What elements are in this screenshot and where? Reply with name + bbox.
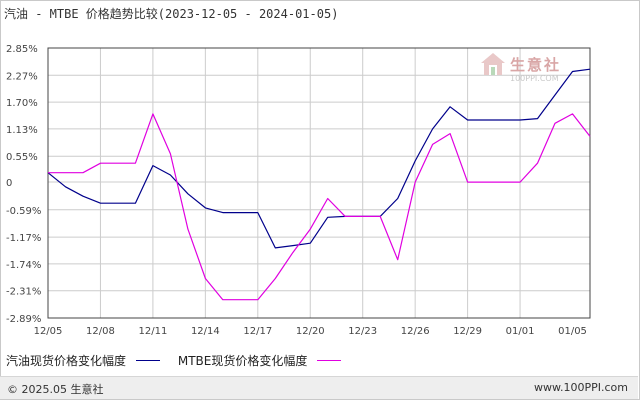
- legend-swatch-gasoline: [136, 360, 161, 361]
- y-tick-label: 0.55%: [6, 152, 38, 163]
- y-tick-label: 1.70%: [6, 98, 38, 109]
- chart-title: 汽油 - MTBE 价格趋势比较(2023-12-05 - 2024-01-05…: [4, 7, 339, 21]
- y-tick-label: -2.89%: [6, 314, 41, 325]
- x-tick-labels: 12/05 12/08 12/11 12/14 12/17 12/20 12/23 12/26…: [34, 326, 587, 337]
- x-tick-label: 01/01: [506, 326, 535, 337]
- site-link[interactable]: www.100PPI.com: [534, 381, 628, 394]
- x-tick-label: 12/14: [191, 326, 220, 337]
- series-line-mtbe: [48, 113, 591, 301]
- watermark-logo: 生意社 100PPI.COM: [480, 52, 562, 83]
- x-tick-label: 12/11: [138, 326, 167, 337]
- watermark-url: 100PPI.COM: [510, 74, 559, 83]
- y-tick-label: -2.31%: [6, 287, 41, 298]
- legend-item-mtbe: MTBE现货价格变化幅度: [168, 352, 342, 369]
- x-tick-label: 12/17: [243, 326, 272, 337]
- y-tick-label: 2.85%: [6, 44, 38, 55]
- y-tick-label: 2.27%: [6, 71, 38, 82]
- legend-label-gasoline: 汽油现货价格变化幅度: [6, 354, 127, 368]
- watermark-name: 生意社: [510, 55, 562, 74]
- grid-lines: [48, 48, 590, 318]
- house-logo-icon: [481, 53, 505, 75]
- x-tick-label: 12/26: [401, 326, 430, 337]
- y-tick-label: 0: [6, 178, 12, 189]
- x-tick-label: 01/05: [558, 326, 587, 337]
- footer-bar: © 2025.05 生意社 www.100PPI.com: [0, 376, 638, 399]
- legend-label-mtbe: MTBE现货价格变化幅度: [177, 354, 308, 368]
- legend-swatch-mtbe: [317, 360, 342, 361]
- y-tick-labels: 2.85% 2.27% 1.70% 1.13% 0.55% 0 -0.59% -1.17% -1…: [6, 44, 41, 325]
- series-line-gasoline: [47, 68, 591, 249]
- y-tick-label: 1.13%: [6, 125, 38, 136]
- y-tick-label: -1.74%: [6, 260, 41, 271]
- chart-legend: 汽油现货价格变化幅度 MTBE现货价格变化幅度: [6, 352, 345, 369]
- axes: [47, 47, 591, 319]
- series-lines: [47, 68, 591, 301]
- copyright-text: © 2025.05 生意社: [7, 383, 104, 396]
- y-tick-label: -0.59%: [6, 206, 41, 217]
- x-tick-label: 12/29: [453, 326, 482, 337]
- plot-border: [47, 47, 591, 319]
- x-tick-label: 12/08: [86, 326, 115, 337]
- legend-item-gasoline: 汽油现货价格变化幅度: [6, 352, 161, 369]
- x-tick-label: 12/05: [34, 326, 63, 337]
- x-tick-label: 12/20: [296, 326, 325, 337]
- x-tick-label: 12/23: [348, 326, 377, 337]
- y-tick-label: -1.17%: [6, 233, 41, 244]
